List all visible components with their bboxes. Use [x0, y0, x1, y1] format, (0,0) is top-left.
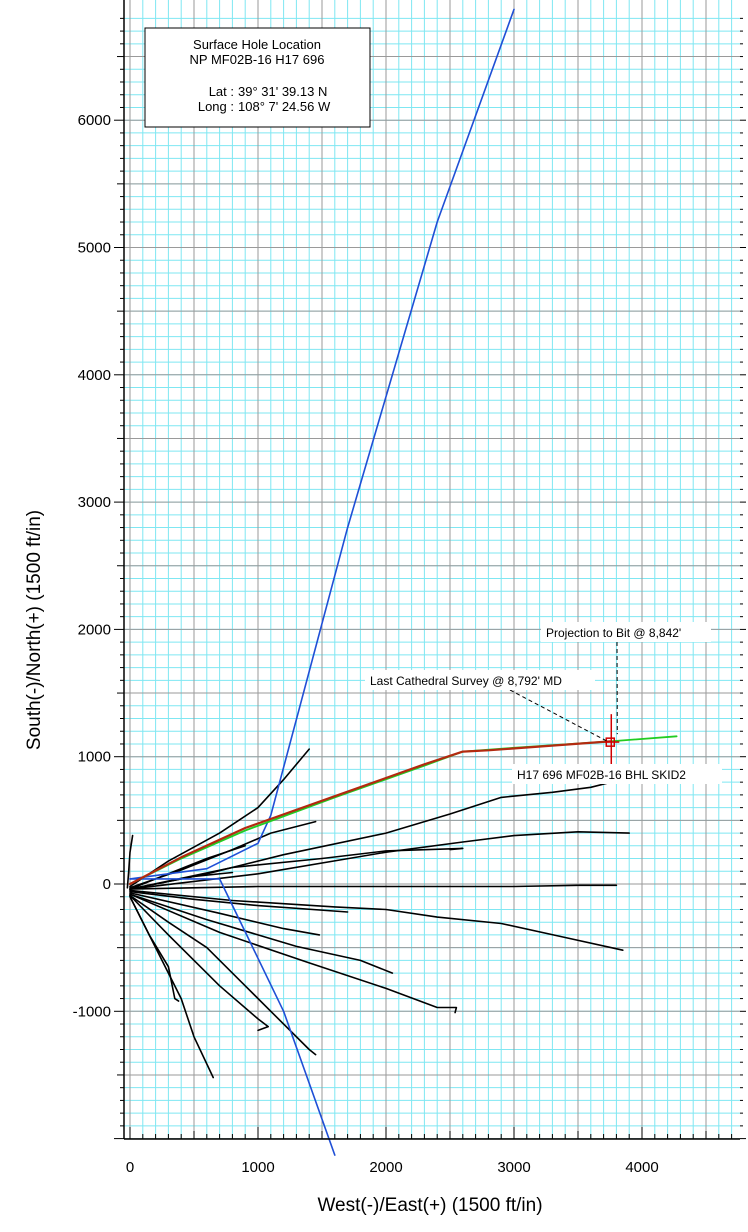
offset-well-trace [126, 834, 134, 889]
info-long-label: Long : [198, 99, 234, 114]
x-tick-label: 3000 [497, 1159, 530, 1176]
x-axis-title: West(-)/East(+) (1500 ft/in) [317, 1195, 542, 1216]
offset-well-trace [129, 892, 321, 936]
annotation-layer: Projection to Bit @ 8,842' Last Cathedra… [365, 622, 722, 784]
offset-well-trace [129, 847, 464, 890]
offset-well-trace [129, 893, 394, 974]
lease-line [129, 8, 515, 880]
x-tick-label: 1000 [241, 1159, 274, 1176]
actual-survey-trajectory [128, 740, 612, 886]
y-tick-label: 2000 [78, 621, 111, 638]
offset-well-trace [129, 844, 246, 890]
y-tick-label: 6000 [78, 112, 111, 129]
offset-well-trace [129, 748, 311, 888]
offset-well-trace [129, 894, 270, 1032]
series-layer [126, 8, 678, 1156]
annotation-projection-to-bit: Projection to Bit @ 8,842' [546, 626, 681, 640]
y-tick-label: 1000 [78, 749, 111, 766]
annotation-bg-bhl [512, 764, 722, 784]
annotation-bhl-target: H17 696 MF02B-16 BHL SKID2 [517, 768, 686, 782]
surface-hole-info-box: Surface Hole Location NP MF02B-16 H17 69… [144, 27, 371, 128]
offset-well-trace [129, 830, 631, 890]
lease-line [129, 878, 336, 1156]
x-tick-label: 2000 [369, 1159, 402, 1176]
offset-well-trace [129, 895, 214, 1079]
offset-well-trace [129, 884, 618, 890]
info-title-line2: NP MF02B-16 H17 696 [190, 52, 325, 67]
y-tick-label: 3000 [78, 494, 111, 511]
leader-last-cathedral-survey [509, 689, 609, 743]
x-tick-label: 4000 [625, 1159, 658, 1176]
offset-well-trace [129, 893, 458, 1014]
y-tick-label: 5000 [78, 240, 111, 257]
info-box-frame [144, 27, 371, 128]
offset-well-trace [129, 890, 349, 913]
offset-well-trace [129, 889, 624, 952]
annotation-bg-projection [541, 622, 711, 642]
info-lat-value: 39° 31' 39.13 N [238, 84, 327, 99]
info-lat-label: Lat : [209, 84, 234, 99]
annotation-bg-last-survey [365, 670, 595, 690]
info-title-line1: Surface Hole Location [193, 37, 321, 52]
x-tick-label: 0 [126, 1159, 134, 1176]
offset-well-trace [129, 894, 317, 1056]
annotation-last-cathedral-survey: Last Cathedral Survey @ 8,792' MD [370, 674, 562, 688]
y-tick-label: -1000 [73, 1003, 111, 1020]
y-axis-title: South(-)/North(+) (1500 ft/in) [24, 510, 45, 750]
y-tick-label: 0 [103, 876, 111, 893]
info-long-value: 108° 7' 24.56 W [238, 99, 331, 114]
target-marker-box [605, 737, 616, 747]
axes-layer: -1000 0 1000 2000 3000 4000 5000 6000 0 1000 2000 3… [73, 0, 746, 1176]
y-tick-label: 4000 [78, 367, 111, 384]
